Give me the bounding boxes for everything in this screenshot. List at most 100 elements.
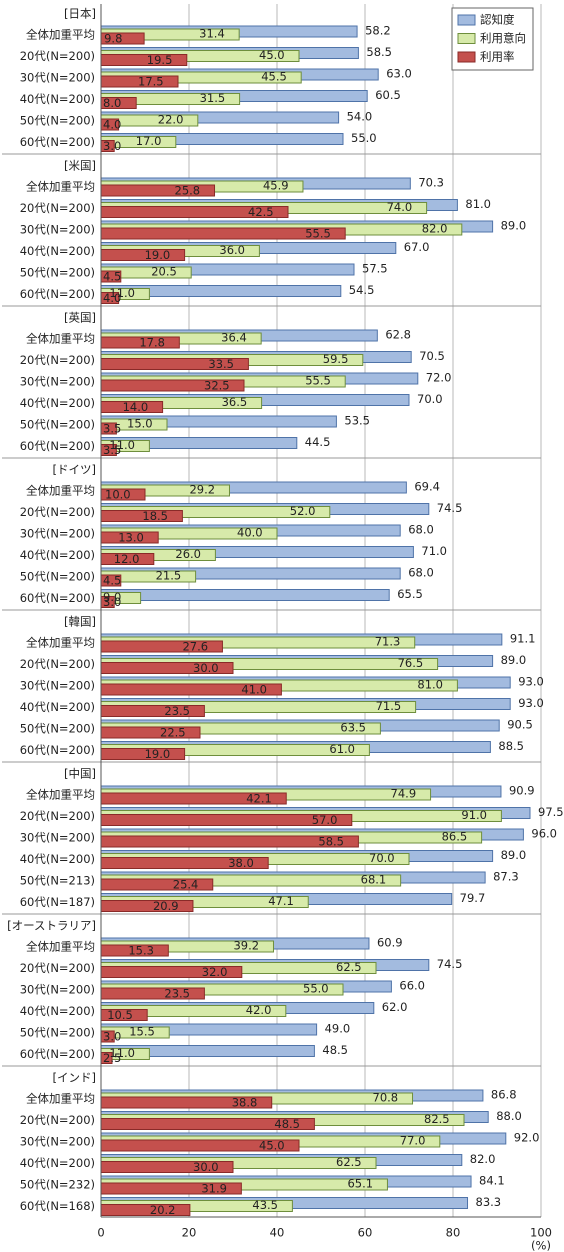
value-label: 15.0 [127,417,153,431]
value-label: 68.0 [408,523,434,537]
value-label: 29.2 [189,483,215,497]
value-label: 59.5 [323,352,349,366]
value-label: 2.5 [103,1051,121,1065]
value-label: 41.0 [241,683,267,697]
value-label: 32.0 [202,965,228,979]
value-label: 61.0 [329,742,355,756]
value-label: 10.5 [107,1008,133,1022]
value-label: 55.0 [303,982,329,996]
value-label: 90.5 [507,718,533,732]
value-label: 89.0 [501,848,527,862]
value-label: 36.4 [221,331,247,345]
value-label: 42.0 [246,1003,272,1017]
category-label: 50代(N=213) [20,874,95,888]
category-label: 60代(N=168) [20,1199,95,1213]
value-label: 79.7 [460,891,486,905]
bar [100,54,188,66]
value-label: 42.1 [246,792,272,806]
value-label: 48.5 [322,1043,348,1057]
value-label: 60.5 [375,88,401,102]
value-label: 81.0 [417,678,443,692]
value-label: 55.5 [305,227,331,241]
group-label: [インド] [53,1071,96,1085]
value-label: 30.0 [193,661,219,675]
value-label: 33.5 [208,357,234,371]
value-label: 38.0 [228,856,254,870]
value-label: 11.0 [109,286,135,300]
category-label: 40代(N=200) [20,244,95,258]
value-label: 18.5 [142,509,168,523]
value-label: 91.1 [510,632,536,646]
value-label: 68.1 [361,873,387,887]
value-label: 38.8 [232,1096,258,1110]
category-label: 60代(N=200) [20,287,95,301]
category-label: 全体加重平均 [26,636,95,650]
x-unit: (%) [531,1239,551,1252]
value-label: 22.5 [160,726,186,740]
value-label: 66.0 [399,979,425,993]
value-label: 67.0 [404,240,430,254]
value-label: 84.1 [479,1174,505,1188]
value-label: 3.5 [103,422,121,436]
legend-swatch [457,14,476,26]
category-label: 30代(N=200) [20,223,95,237]
category-label: 60代(N=200) [20,591,95,605]
category-label: 40代(N=200) [20,852,95,866]
category-label: 20代(N=200) [20,505,95,519]
value-label: 25.8 [175,184,201,198]
value-label: 82.5 [424,1112,450,1126]
value-label: 97.5 [538,805,564,819]
category-label: 20代(N=200) [20,809,95,823]
category-label: 20代(N=200) [20,961,95,975]
value-label: 22.0 [158,113,184,127]
legend-swatch [457,51,476,63]
category-label: 40代(N=200) [20,548,95,562]
category-label: 20代(N=200) [20,49,95,63]
category-label: 50代(N=200) [20,570,95,584]
value-label: 70.0 [369,851,395,865]
value-label: 82.0 [422,222,448,236]
value-label: 20.5 [151,265,177,279]
value-label: 15.3 [128,944,154,958]
bar [100,748,186,760]
x-tick-label: 40 [270,1226,285,1240]
group-label: [日本] [64,7,96,21]
value-label: 11.0 [109,1046,135,1060]
value-label: 3.0 [103,139,121,153]
value-label: 90.9 [509,784,535,798]
legend-label: 認知度 [480,13,515,27]
category-label: 30代(N=200) [20,831,95,845]
category-label: 60代(N=200) [20,743,95,757]
value-label: 77.0 [400,1134,426,1148]
value-label: 20.9 [153,899,179,913]
group-label: [中国] [64,767,96,781]
value-label: 42.5 [248,205,274,219]
category-label: 全体加重平均 [26,332,95,346]
value-label: 53.5 [344,414,370,428]
value-label: 55.0 [351,131,377,145]
value-label: 31.5 [200,91,226,105]
value-label: 62.5 [336,1155,362,1169]
category-label: 20代(N=200) [20,353,95,367]
value-label: 36.0 [219,243,245,257]
value-label: 47.1 [268,894,294,908]
value-label: 15.5 [129,1025,155,1039]
x-tick-label: 100 [530,1226,552,1240]
value-label: 17.8 [139,336,165,350]
legend-label: 利用意向 [480,31,526,45]
value-label: 11.0 [109,438,135,452]
value-label: 70.5 [419,349,445,363]
value-label: 89.0 [501,219,527,233]
value-label: 93.0 [518,675,544,689]
value-label: 23.5 [164,704,190,718]
value-label: 9.0 [103,590,121,604]
value-label: 26.0 [175,547,201,561]
value-label: 3.0 [103,1030,121,1044]
value-label: 12.0 [114,552,140,566]
value-label: 45.0 [259,1139,285,1153]
bar [100,589,390,601]
value-label: 70.3 [418,176,444,190]
value-label: 86.5 [442,830,468,844]
value-label: 70.0 [417,392,443,406]
value-label: 45.9 [263,179,289,193]
